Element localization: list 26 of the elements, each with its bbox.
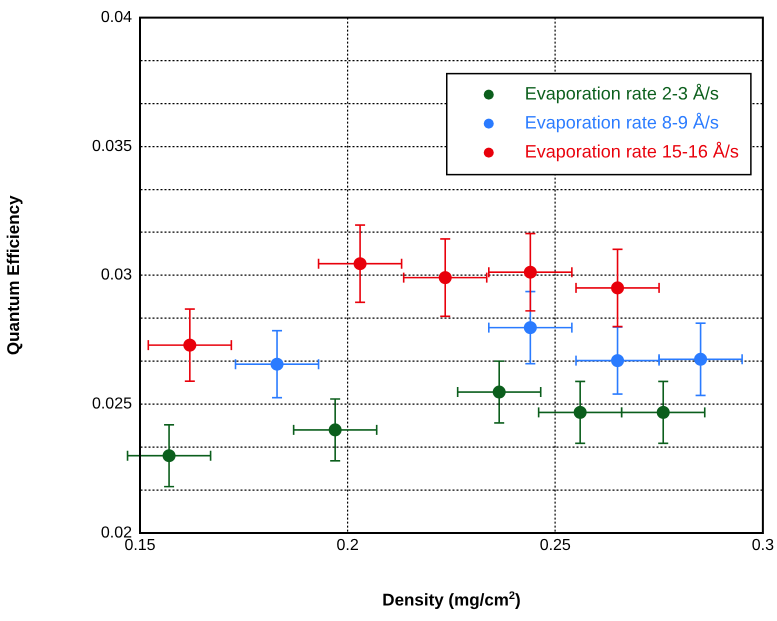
legend-label: Evaporation rate 8-9 Å/s [524, 112, 719, 133]
point [183, 338, 196, 352]
point [438, 271, 452, 284]
x-tick-label: 0.25 [540, 537, 571, 554]
point [574, 406, 587, 419]
point [354, 257, 367, 270]
point [656, 406, 670, 419]
point [162, 449, 176, 462]
x-tick-label: 0.2 [336, 537, 359, 554]
point [611, 281, 624, 294]
legend-label: Evaporation rate 15-16 Å/s [524, 142, 739, 162]
point [524, 321, 537, 334]
y-tick-label: 0.04 [100, 9, 132, 26]
y-tick-label: 0.025 [92, 396, 132, 413]
y-tick-label: 0.03 [100, 266, 132, 284]
point [611, 354, 624, 368]
point [524, 266, 537, 279]
point [694, 352, 708, 366]
point [270, 358, 284, 371]
point [328, 423, 342, 436]
x-tick-label: 0.3 [752, 537, 774, 554]
x-axis-title: Density (mg/cm$^{2}$) [381, 590, 522, 611]
point [492, 386, 506, 399]
legend-label: Evaporation rate 2-3 Å/s [524, 84, 719, 104]
y-tick-label: 0.035 [92, 138, 132, 155]
y-axis-title: Quantum Efficiency [4, 194, 23, 356]
